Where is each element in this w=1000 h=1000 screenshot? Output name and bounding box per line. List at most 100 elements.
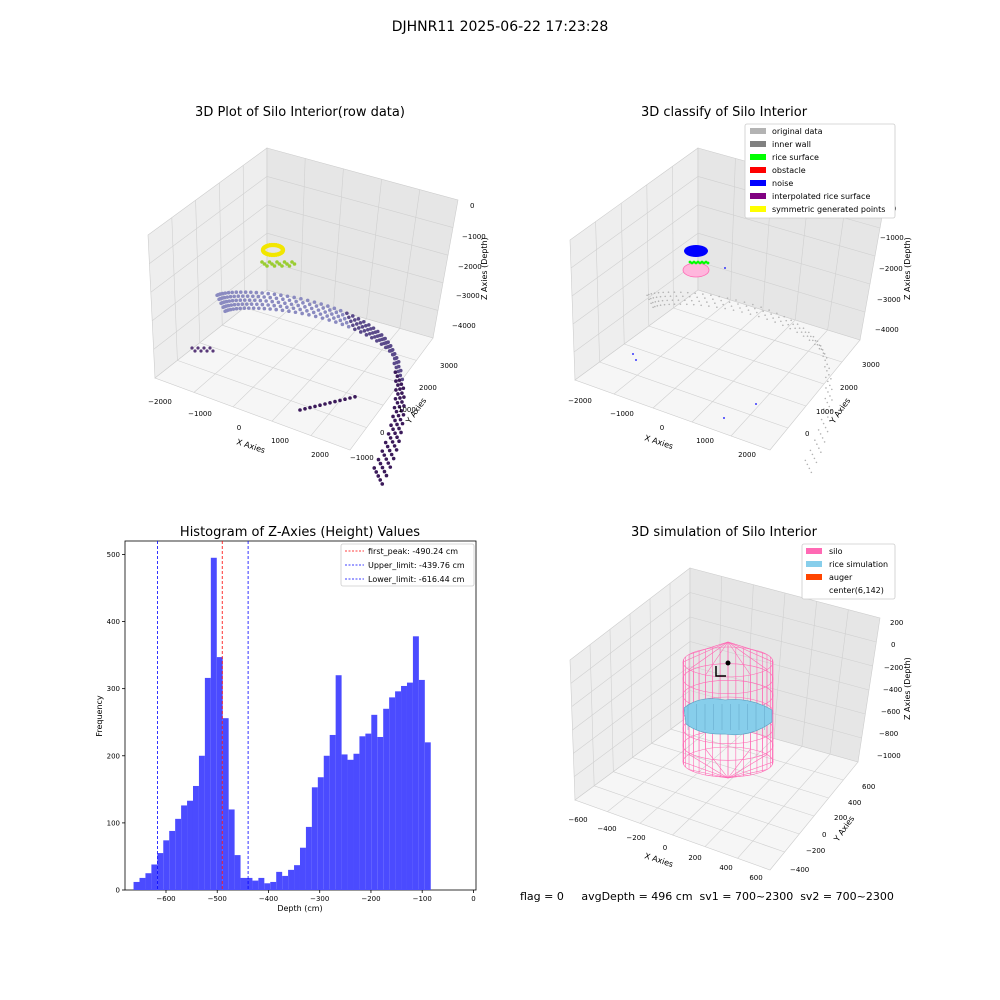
raw-point [395, 400, 400, 405]
hist-bar [377, 736, 384, 890]
silo-cone-line [705, 641, 729, 650]
class-point [798, 327, 801, 329]
gridline [299, 158, 306, 300]
raw-point [289, 302, 294, 307]
raw-point [270, 299, 274, 304]
raw-point [325, 314, 329, 318]
hist-bar [133, 881, 140, 890]
raw-point [338, 398, 342, 403]
legend-label: noise [772, 179, 793, 188]
class-point [728, 301, 731, 303]
raw-point [338, 308, 343, 313]
raw-point [391, 456, 396, 461]
hist-bar [240, 877, 247, 890]
raw-point [251, 306, 256, 310]
p4-xtick: −600 [568, 816, 587, 824]
raw-point [402, 395, 406, 399]
gridline [652, 309, 763, 409]
raw-point [382, 453, 387, 457]
gridline [193, 299, 301, 393]
class-point [831, 399, 833, 401]
raw-point [397, 439, 401, 444]
raw-point [392, 361, 397, 366]
p1-ytick: 0 [380, 429, 384, 437]
raw-point [305, 298, 310, 303]
class-point [745, 305, 748, 307]
raw-point [393, 418, 397, 423]
raw-point [292, 295, 296, 300]
raw-point [258, 298, 263, 303]
class-point [825, 412, 827, 414]
hist-xtick-label: −400 [259, 895, 278, 903]
class-point [718, 295, 720, 298]
raw-point [372, 466, 377, 470]
p2-xtick: 0 [660, 424, 664, 432]
p1-xtick: 2000 [311, 451, 329, 459]
class-point [810, 471, 813, 474]
raw-point [274, 307, 278, 312]
class-point [650, 293, 653, 295]
class-point [828, 405, 831, 408]
hist-bar [359, 736, 366, 890]
panel4-title: 3D simulation of Silo Interior [631, 525, 818, 540]
class-point [810, 335, 812, 338]
raw-point [390, 352, 395, 357]
class-point [808, 339, 811, 341]
legend-swatch [750, 193, 766, 199]
raw-point [342, 316, 347, 321]
raw-point [397, 426, 401, 431]
hist-ytick-label: 100 [107, 819, 120, 827]
raw-point [397, 404, 402, 409]
panel1-points [190, 242, 406, 486]
gridline [266, 176, 454, 228]
raw-point [242, 306, 247, 311]
p2-ytick: 0 [805, 430, 809, 438]
class-point [794, 327, 796, 330]
raw-point [328, 401, 332, 405]
hist-bar [175, 818, 182, 890]
gridline [620, 203, 625, 345]
gridline [149, 176, 268, 264]
raw-point [314, 304, 319, 308]
hist-ytick-label: 200 [107, 752, 120, 760]
raw-point [290, 260, 294, 264]
raw-point [296, 303, 300, 308]
p4-xtick: 400 [719, 864, 732, 872]
hist-bar [157, 853, 164, 890]
class-point [655, 296, 658, 299]
raw-point [379, 333, 384, 337]
p1-ytick: −1000 [350, 454, 374, 462]
legend-label: Upper_limit: -439.76 cm [368, 561, 465, 570]
gridline [571, 204, 699, 297]
class-point [778, 316, 780, 319]
raw-point [245, 294, 250, 298]
hist-xtick-label: −500 [208, 895, 227, 903]
raw-point [396, 369, 401, 374]
class-point [743, 301, 746, 303]
raw-point [380, 449, 385, 453]
class-point [739, 307, 741, 309]
gridline [399, 189, 421, 329]
p1-ztick: −4000 [452, 322, 476, 330]
class-point [648, 298, 650, 301]
raw-point [303, 407, 307, 411]
class-point [690, 299, 693, 302]
raw-point [400, 391, 404, 395]
raw-point [236, 302, 241, 307]
class-point [818, 344, 821, 347]
gridline [271, 318, 367, 422]
legend-swatch [750, 180, 766, 186]
raw-point [208, 346, 212, 350]
p1-xtick: −2000 [148, 398, 172, 406]
raw-point [313, 404, 317, 409]
rice-surface [683, 698, 773, 736]
raw-point [366, 328, 370, 332]
hist-legend: first_peak: -490.24 cm Upper_limit: -439… [340, 543, 475, 587]
raw-point [277, 262, 282, 266]
raw-point [312, 300, 317, 304]
class-point [790, 319, 792, 322]
raw-point [382, 469, 387, 474]
class-point [724, 307, 726, 310]
class-point [787, 323, 790, 326]
silo-cone-line [727, 761, 774, 779]
